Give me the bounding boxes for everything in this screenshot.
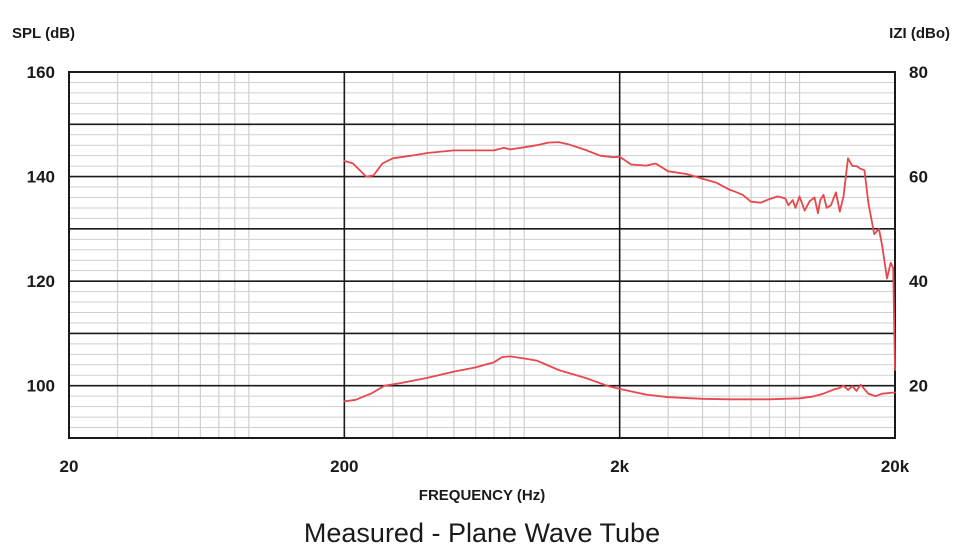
y-axis-title-left: SPL (dB)	[12, 25, 75, 42]
x-tick-label: 200	[330, 457, 358, 476]
x-tick-label: 2k	[610, 457, 629, 476]
x-tick-label: 20k	[881, 457, 910, 476]
y-tick-label-left: 140	[27, 168, 55, 187]
x-axis-title: FREQUENCY (Hz)	[419, 487, 545, 504]
y-tick-label-left: 160	[27, 63, 55, 82]
series-lines	[343, 141, 896, 403]
grid	[68, 71, 896, 439]
y-tick-label-left: 100	[27, 377, 55, 396]
plot-frame	[68, 71, 896, 439]
y-tick-label-right: 20	[909, 377, 928, 396]
y-tick-label-left: 120	[27, 272, 55, 291]
y-tick-label-right: 40	[909, 272, 928, 291]
y-axis-title-right: IZI (dBo)	[889, 25, 950, 42]
y-tick-label-right: 60	[909, 168, 928, 187]
x-tick-label: 20	[60, 457, 79, 476]
spl-curve	[343, 141, 896, 371]
impedance-curve	[343, 355, 896, 403]
chart-caption: Measured - Plane Wave Tube	[304, 518, 660, 548]
y-tick-label-right: 80	[909, 63, 928, 82]
tick-labels: 20 200 2k 20k 100 120 140 160 20 40 60 80	[27, 63, 928, 476]
